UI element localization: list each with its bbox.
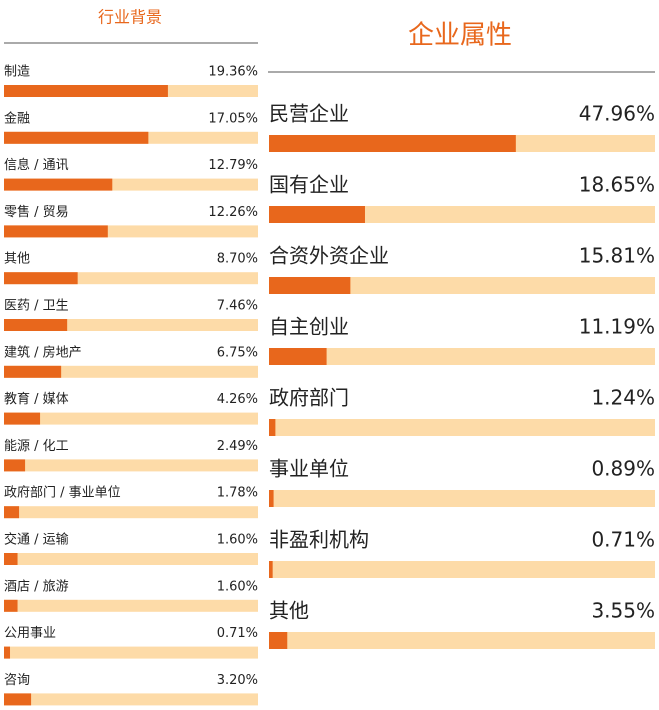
bar	[269, 348, 327, 365]
category-label: 制造	[4, 65, 30, 80]
value-label: 15.81%	[579, 244, 655, 268]
bar	[269, 135, 516, 152]
category-label: 能源 / 化工	[4, 439, 69, 454]
bar	[4, 553, 18, 565]
value-label: 1.78%	[217, 486, 258, 501]
category-label: 国有企业	[269, 173, 349, 197]
bar-track	[269, 632, 655, 649]
value-label: 19.36%	[208, 65, 258, 80]
value-label: 2.49%	[217, 439, 258, 454]
value-label: 11.19%	[579, 315, 655, 339]
bar	[4, 85, 168, 97]
category-label: 政府部门 / 事业单位	[4, 486, 121, 501]
bar-track	[269, 419, 655, 436]
bar-track	[4, 365, 258, 378]
value-label: 6.75%	[217, 345, 258, 360]
bar-track	[4, 412, 258, 425]
value-label: 1.60%	[217, 579, 258, 594]
bar	[4, 599, 18, 612]
value-label: 7.46%	[217, 299, 258, 314]
value-label: 1.24%	[591, 386, 655, 410]
bar-track	[4, 459, 258, 472]
category-label: 政府部门	[269, 386, 349, 410]
category-label: 咨询	[4, 673, 30, 688]
bar	[269, 206, 365, 223]
category-label: 交通 / 运输	[4, 532, 69, 548]
bar-track	[269, 561, 655, 578]
panel-title: 行业背景	[98, 8, 162, 27]
bar	[269, 490, 274, 507]
bar	[269, 419, 276, 436]
bar-track	[4, 599, 258, 612]
category-label: 金融	[4, 110, 30, 126]
category-label: 信息 / 通讯	[4, 157, 69, 173]
bar-track	[4, 553, 258, 565]
value-label: 3.20%	[217, 673, 258, 688]
bar	[4, 131, 149, 144]
bar-track	[4, 646, 258, 659]
panel-title: 企业属性	[408, 21, 512, 51]
value-label: 12.79%	[208, 158, 258, 173]
bar-track	[269, 490, 655, 507]
bar	[4, 693, 32, 706]
value-label: 1.60%	[217, 533, 258, 548]
bar-track	[4, 506, 258, 519]
value-label: 0.71%	[217, 626, 258, 641]
bar	[4, 459, 26, 472]
category-label: 医药 / 卫生	[4, 299, 69, 314]
bar	[4, 319, 68, 331]
category-label: 合资外资企业	[269, 244, 389, 268]
bar	[4, 178, 113, 191]
value-label: 12.26%	[208, 205, 258, 220]
category-label: 非盈利机构	[269, 528, 369, 552]
bar	[4, 365, 62, 378]
bar-track	[269, 348, 655, 365]
value-label: 17.05%	[208, 111, 258, 126]
bar	[4, 225, 108, 238]
bar-track	[269, 277, 655, 294]
bar-track	[4, 319, 258, 331]
category-label: 公用事业	[4, 626, 56, 641]
bar-track	[269, 206, 655, 223]
value-label: 0.71%	[591, 528, 655, 552]
value-label: 4.26%	[217, 392, 258, 407]
bar	[269, 277, 351, 294]
category-label: 民营企业	[269, 102, 349, 126]
bar	[4, 646, 11, 659]
bar	[269, 632, 288, 649]
value-label: 3.55%	[591, 599, 655, 623]
bar-track	[4, 693, 258, 706]
value-label: 18.65%	[579, 173, 655, 197]
bar	[4, 506, 20, 519]
value-label: 0.89%	[591, 457, 655, 481]
category-label: 事业单位	[269, 457, 349, 481]
bar	[4, 272, 78, 285]
bar	[4, 412, 41, 425]
category-label: 零售 / 贸易	[4, 204, 69, 220]
category-label: 自主创业	[269, 315, 349, 339]
category-label: 其他	[269, 599, 309, 623]
value-label: 47.96%	[579, 102, 655, 126]
category-label: 教育 / 媒体	[4, 391, 69, 407]
bar	[269, 561, 273, 578]
value-label: 8.70%	[217, 252, 258, 267]
category-label: 其他	[4, 252, 30, 267]
category-label: 酒店 / 旅游	[4, 579, 69, 594]
category-label: 建筑 / 房地产	[4, 344, 82, 360]
